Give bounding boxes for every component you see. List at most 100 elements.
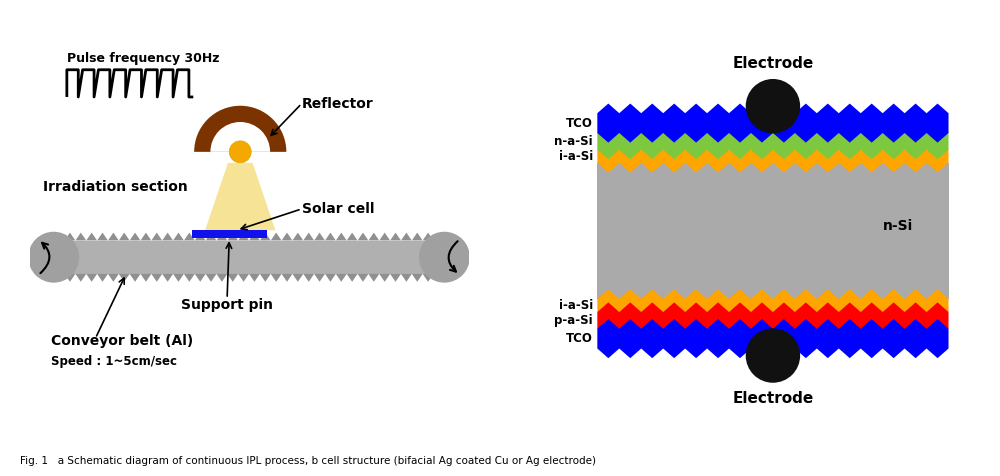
Polygon shape	[401, 274, 412, 282]
Polygon shape	[184, 274, 195, 282]
Polygon shape	[314, 233, 325, 240]
Polygon shape	[173, 233, 184, 240]
Polygon shape	[368, 274, 379, 282]
Text: Pulse frequency 30Hz: Pulse frequency 30Hz	[67, 52, 219, 65]
Polygon shape	[184, 233, 195, 240]
Polygon shape	[358, 233, 368, 240]
Polygon shape	[401, 233, 412, 240]
Polygon shape	[249, 233, 260, 240]
Text: p-a-Si: p-a-Si	[554, 314, 593, 327]
Polygon shape	[292, 233, 303, 240]
Polygon shape	[412, 233, 423, 240]
Polygon shape	[108, 233, 119, 240]
Polygon shape	[271, 274, 282, 282]
Polygon shape	[379, 233, 390, 240]
Polygon shape	[195, 274, 206, 282]
Polygon shape	[423, 233, 434, 240]
Text: i-a-Si: i-a-Si	[559, 299, 593, 312]
Polygon shape	[597, 289, 949, 322]
Bar	[54, 257, 444, 274]
Polygon shape	[205, 163, 275, 230]
Polygon shape	[65, 274, 75, 282]
Text: Electrode: Electrode	[732, 391, 814, 406]
Polygon shape	[238, 233, 249, 240]
Text: i-a-Si: i-a-Si	[559, 150, 593, 163]
Text: TCO: TCO	[566, 117, 593, 129]
Polygon shape	[140, 233, 151, 240]
Wedge shape	[210, 122, 270, 152]
Polygon shape	[597, 104, 949, 143]
Text: n-Si: n-Si	[883, 219, 913, 233]
Polygon shape	[282, 274, 292, 282]
Polygon shape	[97, 233, 108, 240]
Polygon shape	[206, 274, 216, 282]
Circle shape	[229, 141, 251, 163]
Polygon shape	[65, 233, 75, 240]
Polygon shape	[54, 233, 65, 240]
Polygon shape	[368, 233, 379, 240]
Text: Conveyor belt (Al): Conveyor belt (Al)	[51, 334, 194, 347]
Polygon shape	[86, 233, 97, 240]
Polygon shape	[434, 233, 444, 240]
Polygon shape	[227, 233, 238, 240]
Polygon shape	[162, 233, 173, 240]
Circle shape	[746, 79, 800, 133]
Polygon shape	[119, 274, 130, 282]
Circle shape	[419, 232, 470, 283]
Text: Support pin: Support pin	[181, 298, 273, 312]
Polygon shape	[303, 274, 314, 282]
Text: n-a-Si: n-a-Si	[554, 135, 593, 148]
Polygon shape	[390, 233, 401, 240]
Polygon shape	[314, 274, 325, 282]
Polygon shape	[195, 233, 206, 240]
Polygon shape	[347, 233, 358, 240]
Polygon shape	[130, 233, 140, 240]
Polygon shape	[151, 233, 162, 240]
Polygon shape	[108, 274, 119, 282]
Polygon shape	[173, 274, 184, 282]
Polygon shape	[54, 274, 65, 282]
Polygon shape	[412, 274, 423, 282]
Polygon shape	[75, 233, 86, 240]
Polygon shape	[249, 274, 260, 282]
Polygon shape	[390, 274, 401, 282]
Polygon shape	[423, 274, 434, 282]
Polygon shape	[216, 274, 227, 282]
Polygon shape	[597, 123, 949, 159]
Text: Reflector: Reflector	[302, 97, 373, 110]
Text: Electrode: Electrode	[732, 56, 814, 71]
Text: Speed : 1~5cm/sec: Speed : 1~5cm/sec	[51, 355, 177, 368]
Polygon shape	[347, 274, 358, 282]
Polygon shape	[303, 233, 314, 240]
Polygon shape	[282, 233, 292, 240]
Text: Irradiation section: Irradiation section	[43, 180, 187, 194]
Polygon shape	[271, 233, 282, 240]
Circle shape	[28, 232, 79, 283]
Polygon shape	[325, 274, 336, 282]
Polygon shape	[140, 274, 151, 282]
Polygon shape	[358, 274, 368, 282]
Text: Fig. 1   a Schematic diagram of continuous IPL process, b cell structure (bifaci: Fig. 1 a Schematic diagram of continuous…	[20, 456, 596, 466]
Polygon shape	[119, 233, 130, 240]
Polygon shape	[434, 274, 444, 282]
Polygon shape	[206, 233, 216, 240]
Polygon shape	[238, 274, 249, 282]
Polygon shape	[227, 274, 238, 282]
Polygon shape	[379, 274, 390, 282]
Polygon shape	[162, 274, 173, 282]
Bar	[54, 240, 444, 257]
Polygon shape	[292, 274, 303, 282]
Polygon shape	[325, 233, 336, 240]
Polygon shape	[336, 233, 347, 240]
Bar	[597, 163, 949, 299]
Bar	[192, 230, 267, 238]
Text: TCO: TCO	[566, 332, 593, 345]
Polygon shape	[97, 274, 108, 282]
Polygon shape	[336, 274, 347, 282]
Text: Solar cell: Solar cell	[302, 202, 374, 216]
Polygon shape	[86, 274, 97, 282]
Polygon shape	[260, 274, 271, 282]
Circle shape	[746, 328, 800, 383]
Polygon shape	[597, 302, 949, 338]
Polygon shape	[597, 319, 949, 358]
